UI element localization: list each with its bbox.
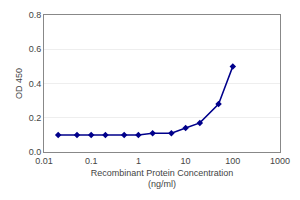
svg-text:0.2: 0.2 <box>29 113 42 123</box>
svg-text:Recombinant Protein Concentrat: Recombinant Protein Concentration(ng/ml) <box>91 168 234 190</box>
svg-text:0.4: 0.4 <box>29 79 42 89</box>
svg-text:0.1: 0.1 <box>85 156 98 166</box>
svg-text:OD 450: OD 450 <box>14 68 24 99</box>
svg-text:1: 1 <box>136 156 141 166</box>
svg-text:0.01: 0.01 <box>35 156 53 166</box>
svg-text:100: 100 <box>225 156 240 166</box>
svg-text:1000: 1000 <box>270 156 290 166</box>
svg-text:0.8: 0.8 <box>29 10 42 20</box>
svg-text:0.6: 0.6 <box>29 44 42 54</box>
svg-text:10: 10 <box>181 156 191 166</box>
svg-text:0.0: 0.0 <box>29 147 42 157</box>
